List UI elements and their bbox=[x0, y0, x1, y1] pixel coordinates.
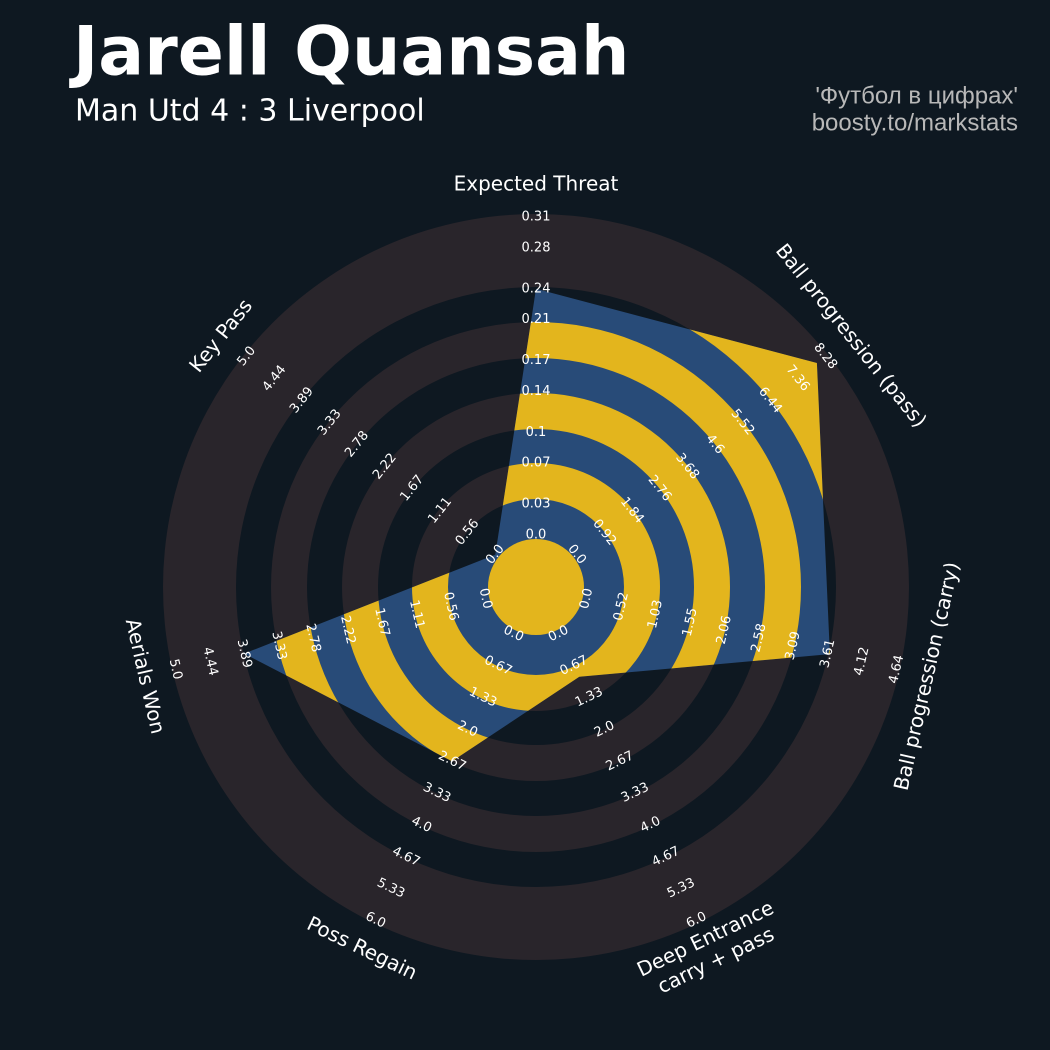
credit: 'Футбол в цифрах' bbox=[815, 82, 1018, 109]
tick-label: 4.44 bbox=[199, 646, 220, 678]
tick-label: 0.24 bbox=[522, 281, 551, 296]
ring-overlay bbox=[244, 288, 830, 762]
tick-label: 1.11 bbox=[406, 598, 427, 630]
chart-subtitle: Man Utd 4 : 3 Liverpool bbox=[75, 94, 425, 129]
axis-label: Expected Threat bbox=[454, 172, 619, 196]
tick-label: 3.33 bbox=[268, 630, 289, 662]
tick-label: 0.28 bbox=[522, 240, 551, 255]
credit: boosty.to/markstats bbox=[812, 109, 1018, 136]
tick-label: 4.12 bbox=[851, 646, 872, 678]
chart-title: Jarell Quansah bbox=[69, 13, 629, 92]
tick-label: 2.78 bbox=[302, 622, 323, 654]
tick-label: 1.55 bbox=[680, 606, 701, 638]
tick-label: 1.67 bbox=[371, 606, 392, 638]
tick-label: 0.14 bbox=[522, 384, 551, 399]
tick-label: 0.0 bbox=[476, 587, 495, 611]
tick-label: 0.31 bbox=[522, 210, 551, 225]
tick-label: 3.61 bbox=[817, 638, 838, 670]
tick-label: 2.06 bbox=[714, 614, 735, 646]
tick-label: 0.1 bbox=[526, 425, 547, 440]
tick-label: 0.56 bbox=[440, 591, 461, 623]
tick-label: 1.03 bbox=[645, 598, 666, 630]
tick-label: 0.07 bbox=[522, 456, 551, 471]
tick-label: 4.64 bbox=[886, 654, 907, 686]
tick-label: 0.21 bbox=[522, 312, 551, 327]
tick-label: 0.0 bbox=[526, 528, 547, 543]
ring-highlight bbox=[488, 539, 584, 635]
tick-label: 0.03 bbox=[522, 497, 551, 512]
tick-label: 2.58 bbox=[749, 622, 770, 654]
tick-label: 3.09 bbox=[783, 630, 804, 662]
tick-label: 0.52 bbox=[611, 591, 632, 623]
tick-label: 0.0 bbox=[577, 587, 596, 611]
tick-label: 5.0 bbox=[166, 658, 185, 682]
tick-label: 2.22 bbox=[337, 614, 358, 646]
tick-label: 0.17 bbox=[522, 353, 551, 368]
tick-label: 3.89 bbox=[234, 638, 255, 670]
